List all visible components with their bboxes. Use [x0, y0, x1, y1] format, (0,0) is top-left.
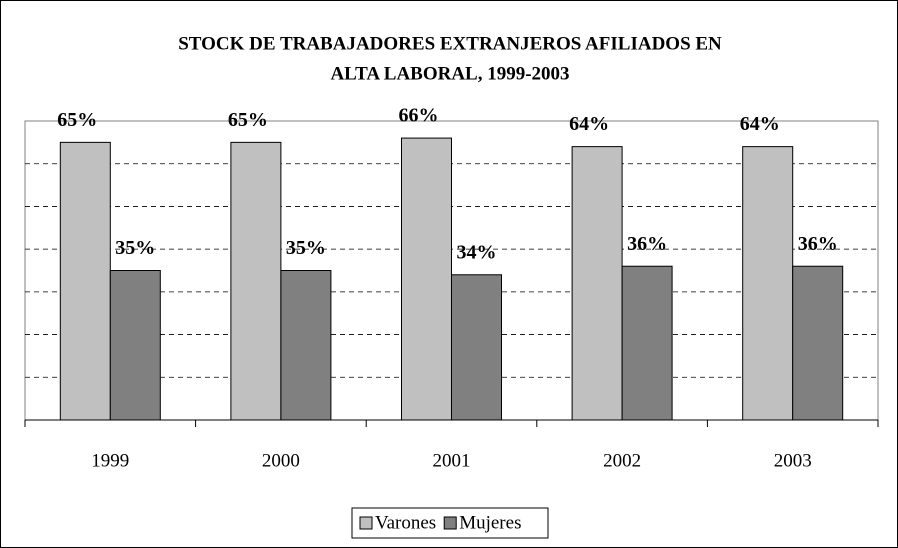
data-label: 65%: [228, 109, 268, 131]
x-tick-label: 2000: [262, 450, 300, 471]
bar: [451, 274, 502, 421]
x-tick-label: 2002: [603, 450, 641, 471]
bar: [230, 141, 282, 421]
x-tick-label: 1999: [91, 450, 129, 471]
legend-frame: [351, 507, 549, 539]
data-label: 36%: [627, 233, 667, 255]
data-label: 66%: [399, 105, 439, 127]
bar: [59, 141, 111, 421]
data-label: 65%: [57, 109, 97, 131]
bar: [109, 270, 161, 421]
data-label: 36%: [798, 233, 838, 255]
chart-title: ALTA LABORAL, 1999-2003: [330, 63, 569, 84]
bar: [571, 146, 623, 421]
legend-label: Varones: [375, 512, 436, 533]
legend-label: Mujeres: [459, 512, 521, 533]
data-label: 35%: [286, 237, 326, 259]
bar: [401, 137, 452, 421]
x-tick-label: 2003: [774, 450, 812, 471]
bar: [792, 265, 844, 421]
bar: [621, 265, 673, 421]
legend-swatch: [443, 516, 457, 530]
bar: [280, 270, 332, 421]
bar: [742, 146, 794, 421]
data-label: 34%: [457, 241, 497, 263]
legend-swatch: [359, 516, 373, 530]
data-label: 64%: [740, 113, 780, 135]
x-tick-label: 2001: [433, 450, 471, 471]
data-label: 64%: [569, 113, 609, 135]
chart-title: STOCK DE TRABAJADORES EXTRANJEROS AFILIA…: [178, 33, 722, 54]
data-label: 35%: [115, 237, 155, 259]
